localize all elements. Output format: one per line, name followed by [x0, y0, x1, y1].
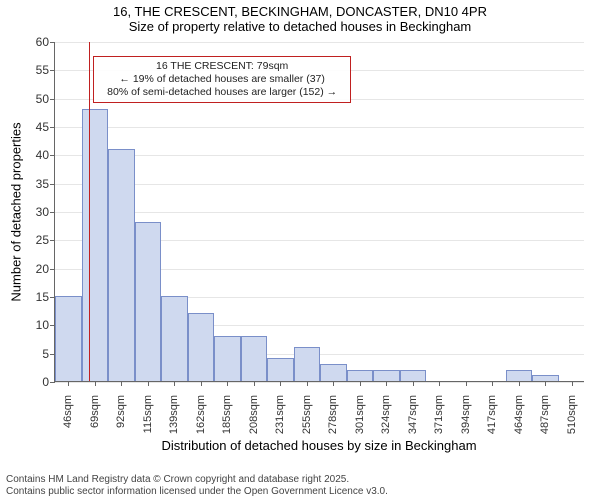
bar [373, 370, 400, 381]
xtick-mark [545, 381, 546, 386]
ytick-label: 40 [36, 148, 49, 162]
ytick-label: 20 [36, 262, 49, 276]
xtick-label: 92sqm [115, 395, 127, 428]
annotation-line: ← 19% of detached houses are smaller (37… [100, 73, 344, 86]
plot-area: 05101520253035404550556046sqm69sqm92sqm1… [54, 42, 584, 382]
bar [135, 222, 162, 381]
xtick-label: 464sqm [513, 395, 525, 434]
ytick-label: 0 [42, 375, 49, 389]
title-line-2: Size of property relative to detached ho… [0, 19, 600, 34]
xtick-label: 394sqm [460, 395, 472, 434]
xtick-label: 255sqm [301, 395, 313, 434]
xtick-mark [360, 381, 361, 386]
xtick-label: 139sqm [168, 395, 180, 434]
annotation-box: 16 THE CRESCENT: 79sqm← 19% of detached … [93, 56, 351, 103]
xtick-mark [307, 381, 308, 386]
xtick-mark [439, 381, 440, 386]
xtick-mark [174, 381, 175, 386]
ytick-mark [50, 212, 55, 213]
xtick-label: 278sqm [327, 395, 339, 434]
xtick-label: 115sqm [142, 395, 154, 433]
xtick-label: 69sqm [89, 395, 101, 428]
bar [294, 347, 321, 381]
annotation-line: 16 THE CRESCENT: 79sqm [100, 60, 344, 73]
ytick-mark [50, 70, 55, 71]
ytick-mark [50, 184, 55, 185]
bar [267, 358, 294, 381]
footer-attribution: Contains HM Land Registry data © Crown c… [6, 474, 388, 498]
gridline [55, 42, 584, 43]
xtick-mark [95, 381, 96, 386]
xtick-label: 324sqm [380, 395, 392, 434]
ytick-label: 35 [36, 177, 49, 191]
annotation-line: 80% of semi-detached houses are larger (… [100, 86, 344, 99]
bar [241, 336, 268, 381]
xtick-mark [121, 381, 122, 386]
xtick-mark [254, 381, 255, 386]
xtick-label: 208sqm [248, 395, 260, 434]
y-axis-label: Number of detached properties [9, 122, 24, 301]
ytick-label: 30 [36, 205, 49, 219]
bar [400, 370, 427, 381]
bar [506, 370, 533, 381]
xtick-mark [413, 381, 414, 386]
title-line-1: 16, THE CRESCENT, BECKINGHAM, DONCASTER,… [0, 4, 600, 19]
bar [55, 296, 82, 381]
ytick-label: 10 [36, 318, 49, 332]
ytick-mark [50, 382, 55, 383]
xtick-label: 231sqm [274, 395, 286, 434]
ytick-mark [50, 269, 55, 270]
gridline [55, 127, 584, 128]
xtick-label: 301sqm [354, 395, 366, 434]
bar [320, 364, 347, 381]
x-axis-label: Distribution of detached houses by size … [161, 438, 476, 453]
footer-line-2: Contains public sector information licen… [6, 486, 388, 498]
footer-line-1: Contains HM Land Registry data © Crown c… [6, 474, 388, 486]
xtick-mark [68, 381, 69, 386]
ytick-label: 55 [36, 63, 49, 77]
bar [161, 296, 188, 381]
property-marker-line [89, 42, 90, 381]
bar [188, 313, 215, 381]
xtick-label: 185sqm [221, 395, 233, 434]
xtick-mark [466, 381, 467, 386]
bar [108, 149, 135, 381]
xtick-label: 510sqm [566, 395, 578, 434]
chart-titles: 16, THE CRESCENT, BECKINGHAM, DONCASTER,… [0, 4, 600, 34]
bar [82, 109, 109, 381]
bar [347, 370, 374, 381]
ytick-mark [50, 240, 55, 241]
bar [214, 336, 241, 381]
ytick-label: 5 [42, 347, 49, 361]
xtick-label: 417sqm [486, 395, 498, 434]
xtick-label: 371sqm [433, 395, 445, 434]
xtick-mark [227, 381, 228, 386]
ytick-mark [50, 155, 55, 156]
xtick-label: 487sqm [539, 395, 551, 434]
xtick-label: 347sqm [407, 395, 419, 434]
xtick-mark [386, 381, 387, 386]
xtick-mark [572, 381, 573, 386]
ytick-mark [50, 42, 55, 43]
ytick-mark [50, 127, 55, 128]
xtick-mark [333, 381, 334, 386]
ytick-mark [50, 99, 55, 100]
ytick-label: 25 [36, 233, 49, 247]
ytick-label: 45 [36, 120, 49, 134]
xtick-mark [280, 381, 281, 386]
ytick-label: 15 [36, 290, 49, 304]
gridline [55, 382, 584, 383]
xtick-mark [148, 381, 149, 386]
xtick-mark [201, 381, 202, 386]
xtick-label: 162sqm [195, 395, 207, 434]
xtick-label: 46sqm [62, 395, 74, 428]
ytick-label: 50 [36, 92, 49, 106]
xtick-mark [492, 381, 493, 386]
ytick-label: 60 [36, 35, 49, 49]
histogram-chart: 16, THE CRESCENT, BECKINGHAM, DONCASTER,… [0, 0, 600, 500]
xtick-mark [519, 381, 520, 386]
